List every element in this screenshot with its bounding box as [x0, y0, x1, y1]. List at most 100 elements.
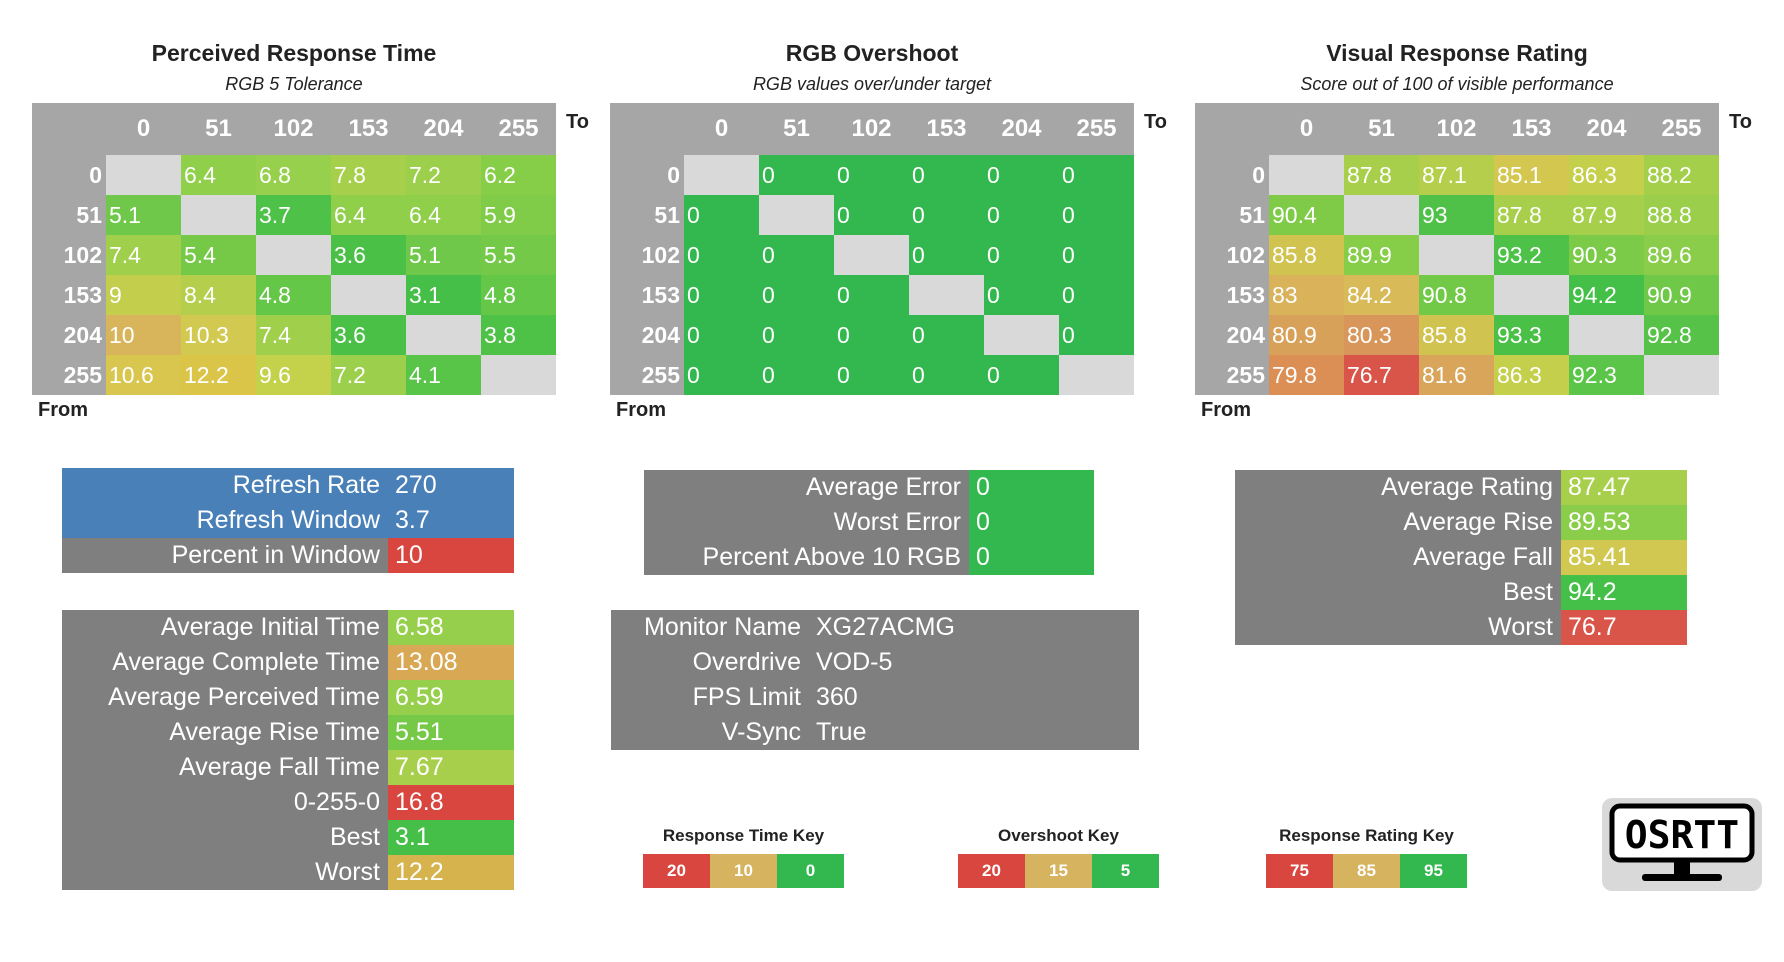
heatmap-cell: 6.4: [406, 195, 481, 235]
heatmap-cell: 76.7: [1344, 355, 1419, 395]
stat-row: Average Error 0: [644, 470, 1094, 505]
row-label: 102: [641, 242, 680, 268]
column-label: 102: [1436, 115, 1477, 142]
osrtt-logo: OSRTT: [1602, 798, 1762, 891]
heatmap-cell: 0: [984, 155, 1059, 195]
row-label: 204: [1226, 322, 1265, 348]
key-title: Response Time Key: [662, 826, 825, 845]
stat-value: 76.7: [1561, 610, 1687, 645]
heatmap-cell: [406, 315, 481, 355]
stat-label: Refresh Rate: [62, 468, 388, 503]
column-label: 204: [1001, 115, 1042, 142]
heatmap-cell: 5.1: [106, 195, 181, 235]
heatmap-cell: 80.9: [1269, 315, 1344, 355]
key-title: Overshoot Key: [998, 826, 1119, 845]
heatmap-cell: [331, 275, 406, 315]
stat-label: Percent in Window: [62, 538, 388, 573]
heatmap-cell: [1344, 195, 1419, 235]
heatmap-cell: 0: [684, 275, 759, 315]
key-cell: 0: [777, 854, 844, 888]
heatmap-cell: 90.4: [1269, 195, 1344, 235]
heatmap-cell: 3.6: [331, 315, 406, 355]
heatmap-cell: 0: [984, 275, 1059, 315]
heatmap-cell: 0: [759, 155, 834, 195]
to-label: To: [566, 111, 589, 133]
heatmap-cell: 7.4: [256, 315, 331, 355]
row-label: 255: [1226, 362, 1265, 388]
heatmap-cell: 9.6: [256, 355, 331, 395]
stat-row: Monitor Name XG27ACMG: [611, 610, 1139, 645]
stat-label: Average Fall: [1235, 540, 1561, 575]
stat-row: Average Complete Time 13.08: [62, 645, 514, 680]
stat-value: 0: [969, 470, 1094, 505]
stat-row: Average Fall 85.41: [1235, 540, 1687, 575]
stat-value: 6.58: [388, 610, 514, 645]
heatmap-cell: 5.9: [481, 195, 556, 235]
heatmap-cell: 79.8: [1269, 355, 1344, 395]
heatmap-cell: 89.6: [1644, 235, 1719, 275]
heatmap-title: Perceived Response Time: [151, 40, 437, 66]
stat-label: Percent Above 10 RGB: [644, 540, 969, 575]
heatmap-cell: [181, 195, 256, 235]
stat-row: FPS Limit 360: [611, 680, 1139, 715]
heatmap-cell: [1419, 235, 1494, 275]
stat-value: 3.1: [388, 820, 514, 855]
heatmap-cell: 86.3: [1569, 155, 1644, 195]
heatmap-cell: 0: [684, 195, 759, 235]
row-label: 51: [654, 202, 680, 228]
heatmap-cell: 87.1: [1419, 155, 1494, 195]
row-label: 153: [63, 282, 102, 308]
heatmap-cell: 90.3: [1569, 235, 1644, 275]
column-label: 51: [1368, 115, 1395, 142]
column-label: 51: [783, 115, 810, 142]
stat-value: True: [809, 715, 1139, 750]
column-label: 255: [498, 115, 539, 142]
heatmap-cell: 88.2: [1644, 155, 1719, 195]
column-label: 0: [714, 115, 729, 142]
stat-row: Best 94.2: [1235, 575, 1687, 610]
heatmap-cell: [759, 195, 834, 235]
row-label: 153: [1226, 282, 1265, 308]
stat-value: 3.7: [388, 503, 514, 538]
heatmap-cell: 10.3: [181, 315, 256, 355]
column-label: 153: [348, 115, 389, 142]
stat-label: Worst: [1235, 610, 1561, 645]
heatmap-cell: 84.2: [1344, 275, 1419, 315]
heatmap-cell: 0: [684, 235, 759, 275]
stat-row: Average Perceived Time 6.59: [62, 680, 514, 715]
stat-label: Refresh Window: [62, 503, 388, 538]
stat-row: Best 3.1: [62, 820, 514, 855]
key-cell: 10: [710, 854, 777, 888]
key-cell: 20: [643, 854, 710, 888]
heatmap-cell: 90.9: [1644, 275, 1719, 315]
stat-row: Percent Above 10 RGB 0: [644, 540, 1094, 575]
heatmap-cell: [909, 275, 984, 315]
stat-label: Worst Error: [644, 505, 969, 540]
column-label: 255: [1661, 115, 1702, 142]
heatmap-cell: 7.4: [106, 235, 181, 275]
heatmap-cell: 0: [984, 195, 1059, 235]
key-cell: 20: [958, 854, 1025, 888]
heatmap-cell: 0: [834, 155, 909, 195]
heatmap-cell: 0: [909, 355, 984, 395]
column-label: 153: [926, 115, 967, 142]
stat-row: 0-255-0 16.8: [62, 785, 514, 820]
stat-label: Best: [1235, 575, 1561, 610]
column-label: 102: [273, 115, 314, 142]
row-label: 255: [63, 362, 102, 388]
heatmap-cell: 5.1: [406, 235, 481, 275]
heatmap-cell: 3.6: [331, 235, 406, 275]
heatmap-cell: 85.8: [1269, 235, 1344, 275]
heatmap-title: Visual Response Rating: [1326, 40, 1588, 66]
row-label: 0: [1252, 162, 1265, 188]
heatmap-cell: 0: [1059, 315, 1134, 355]
heatmap-cell: 7.2: [331, 355, 406, 395]
heatmap-cell: 5.5: [481, 235, 556, 275]
stat-row: V-Sync True: [611, 715, 1139, 750]
row-label: 0: [667, 162, 680, 188]
stat-value: 270: [388, 468, 514, 503]
heatmap-cell: 87.8: [1344, 155, 1419, 195]
heatmap-cell: 0: [759, 355, 834, 395]
key-cell: 15: [1025, 854, 1092, 888]
to-label: To: [1144, 111, 1167, 133]
